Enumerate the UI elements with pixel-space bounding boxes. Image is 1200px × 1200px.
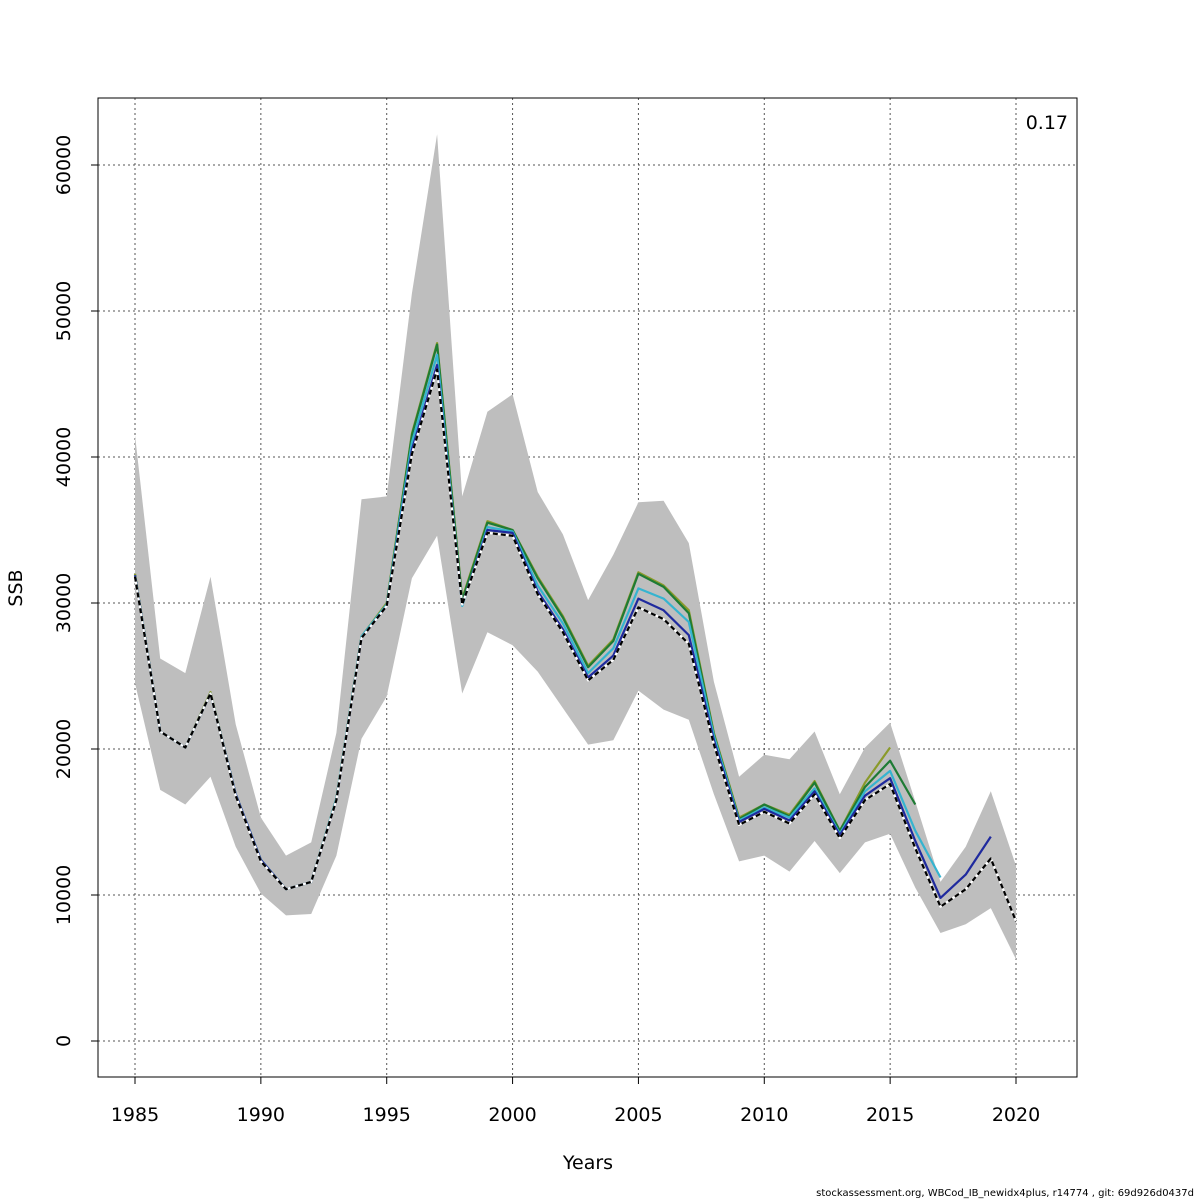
x-axis-label: Years xyxy=(562,1152,613,1174)
y-axis-label: SSB xyxy=(5,569,27,606)
y-tick-label: 30000 xyxy=(53,573,75,633)
plot-frame xyxy=(97,97,1078,1078)
x-tick-label: 1995 xyxy=(363,1104,411,1126)
x-tick-label: 1990 xyxy=(237,1104,285,1126)
x-tick-label: 2005 xyxy=(614,1104,662,1126)
x-tick-label: 2015 xyxy=(866,1104,914,1126)
grid xyxy=(98,98,1077,1077)
y-tick-label: 20000 xyxy=(53,719,75,779)
x-axis: 1985 1990 1995 2000 2005 2010 2015 2020 xyxy=(111,1077,1040,1126)
footer-source-note: stockassessment.org, WBCod_IB_newidx4plu… xyxy=(816,1188,1194,1199)
y-tick-label: 50000 xyxy=(53,281,75,341)
x-tick-label: 1985 xyxy=(111,1104,159,1126)
y-tick-label: 0 xyxy=(53,1035,75,1047)
confidence-band xyxy=(135,134,1016,960)
x-tick-label: 2020 xyxy=(992,1104,1040,1126)
x-tick-label: 2000 xyxy=(488,1104,536,1126)
series-layer xyxy=(133,342,1018,922)
y-tick-label: 40000 xyxy=(53,427,75,487)
corner-annotation: 0.17 xyxy=(1026,112,1068,134)
x-tick-label: 2010 xyxy=(740,1104,788,1126)
confidence-band-layer xyxy=(135,134,1016,960)
series-line-0 xyxy=(133,368,1018,922)
y-tick-label: 60000 xyxy=(53,135,75,195)
y-axis: 0 10000 20000 30000 40000 50000 60000 xyxy=(53,135,98,1047)
y-tick-label: 10000 xyxy=(53,865,75,925)
